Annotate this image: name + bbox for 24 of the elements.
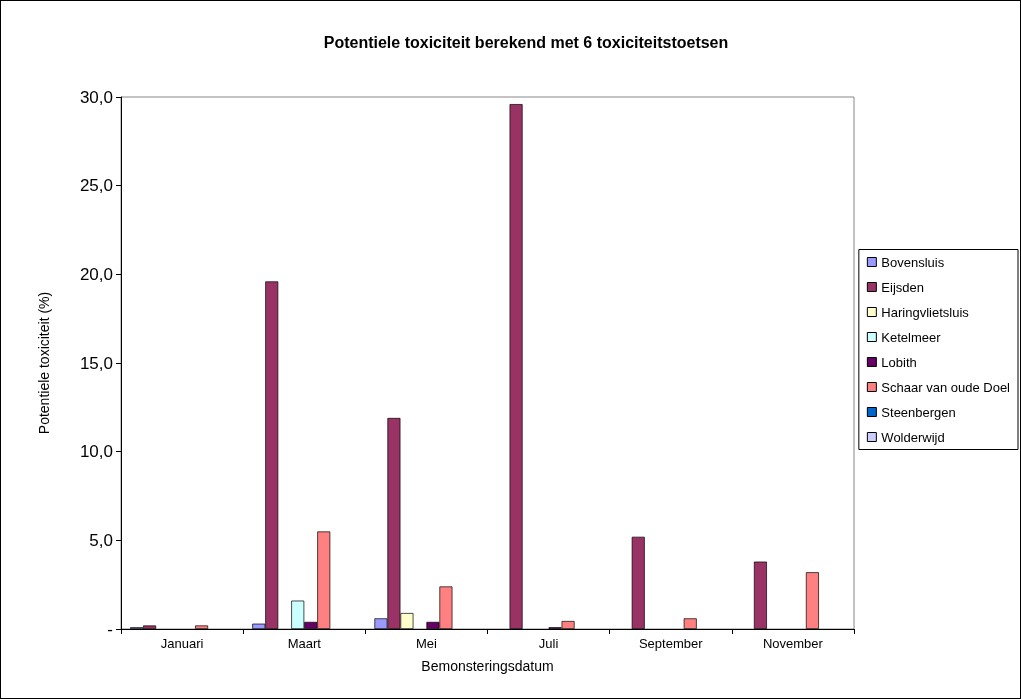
legend-label: Steenbergen: [881, 404, 956, 420]
y-tick-label: 10,0: [79, 442, 113, 462]
y-tick-label: 20,0: [79, 264, 113, 284]
x-tick-label: Januari: [160, 636, 204, 651]
legend-label: Schaar van oude Doel: [881, 379, 1011, 395]
y-axis-title: Potentiele toxiciteit (%): [36, 291, 52, 435]
x-tick-label: November: [762, 636, 824, 651]
y-tick-label: 25,0: [79, 176, 113, 196]
x-tick-label: September: [638, 636, 704, 651]
x-tick-label: Juli: [538, 636, 559, 651]
legend-label: Ketelmeer: [881, 329, 942, 345]
x-tick-label: Maart: [287, 636, 322, 651]
y-tick-label: 15,0: [79, 353, 113, 373]
x-tick-label: Mei: [415, 636, 437, 651]
legend-label: Wolderwijd: [881, 429, 945, 445]
legend-label: Eijsden: [881, 279, 924, 295]
legend-label: Haringvlietsluis: [881, 304, 970, 320]
legend-label: Lobith: [881, 354, 917, 370]
x-axis-title: Bemonsteringsdatum: [421, 658, 554, 674]
legend-label: Bovensluis: [881, 254, 945, 270]
y-tick-label: 5,0: [89, 530, 113, 550]
y-tick-label: -: [107, 619, 113, 639]
chart-title: Potentiele toxiciteit berekend met 6 toxiciteitstoetsen: [323, 33, 729, 51]
y-tick-label: 30,0: [79, 87, 113, 107]
